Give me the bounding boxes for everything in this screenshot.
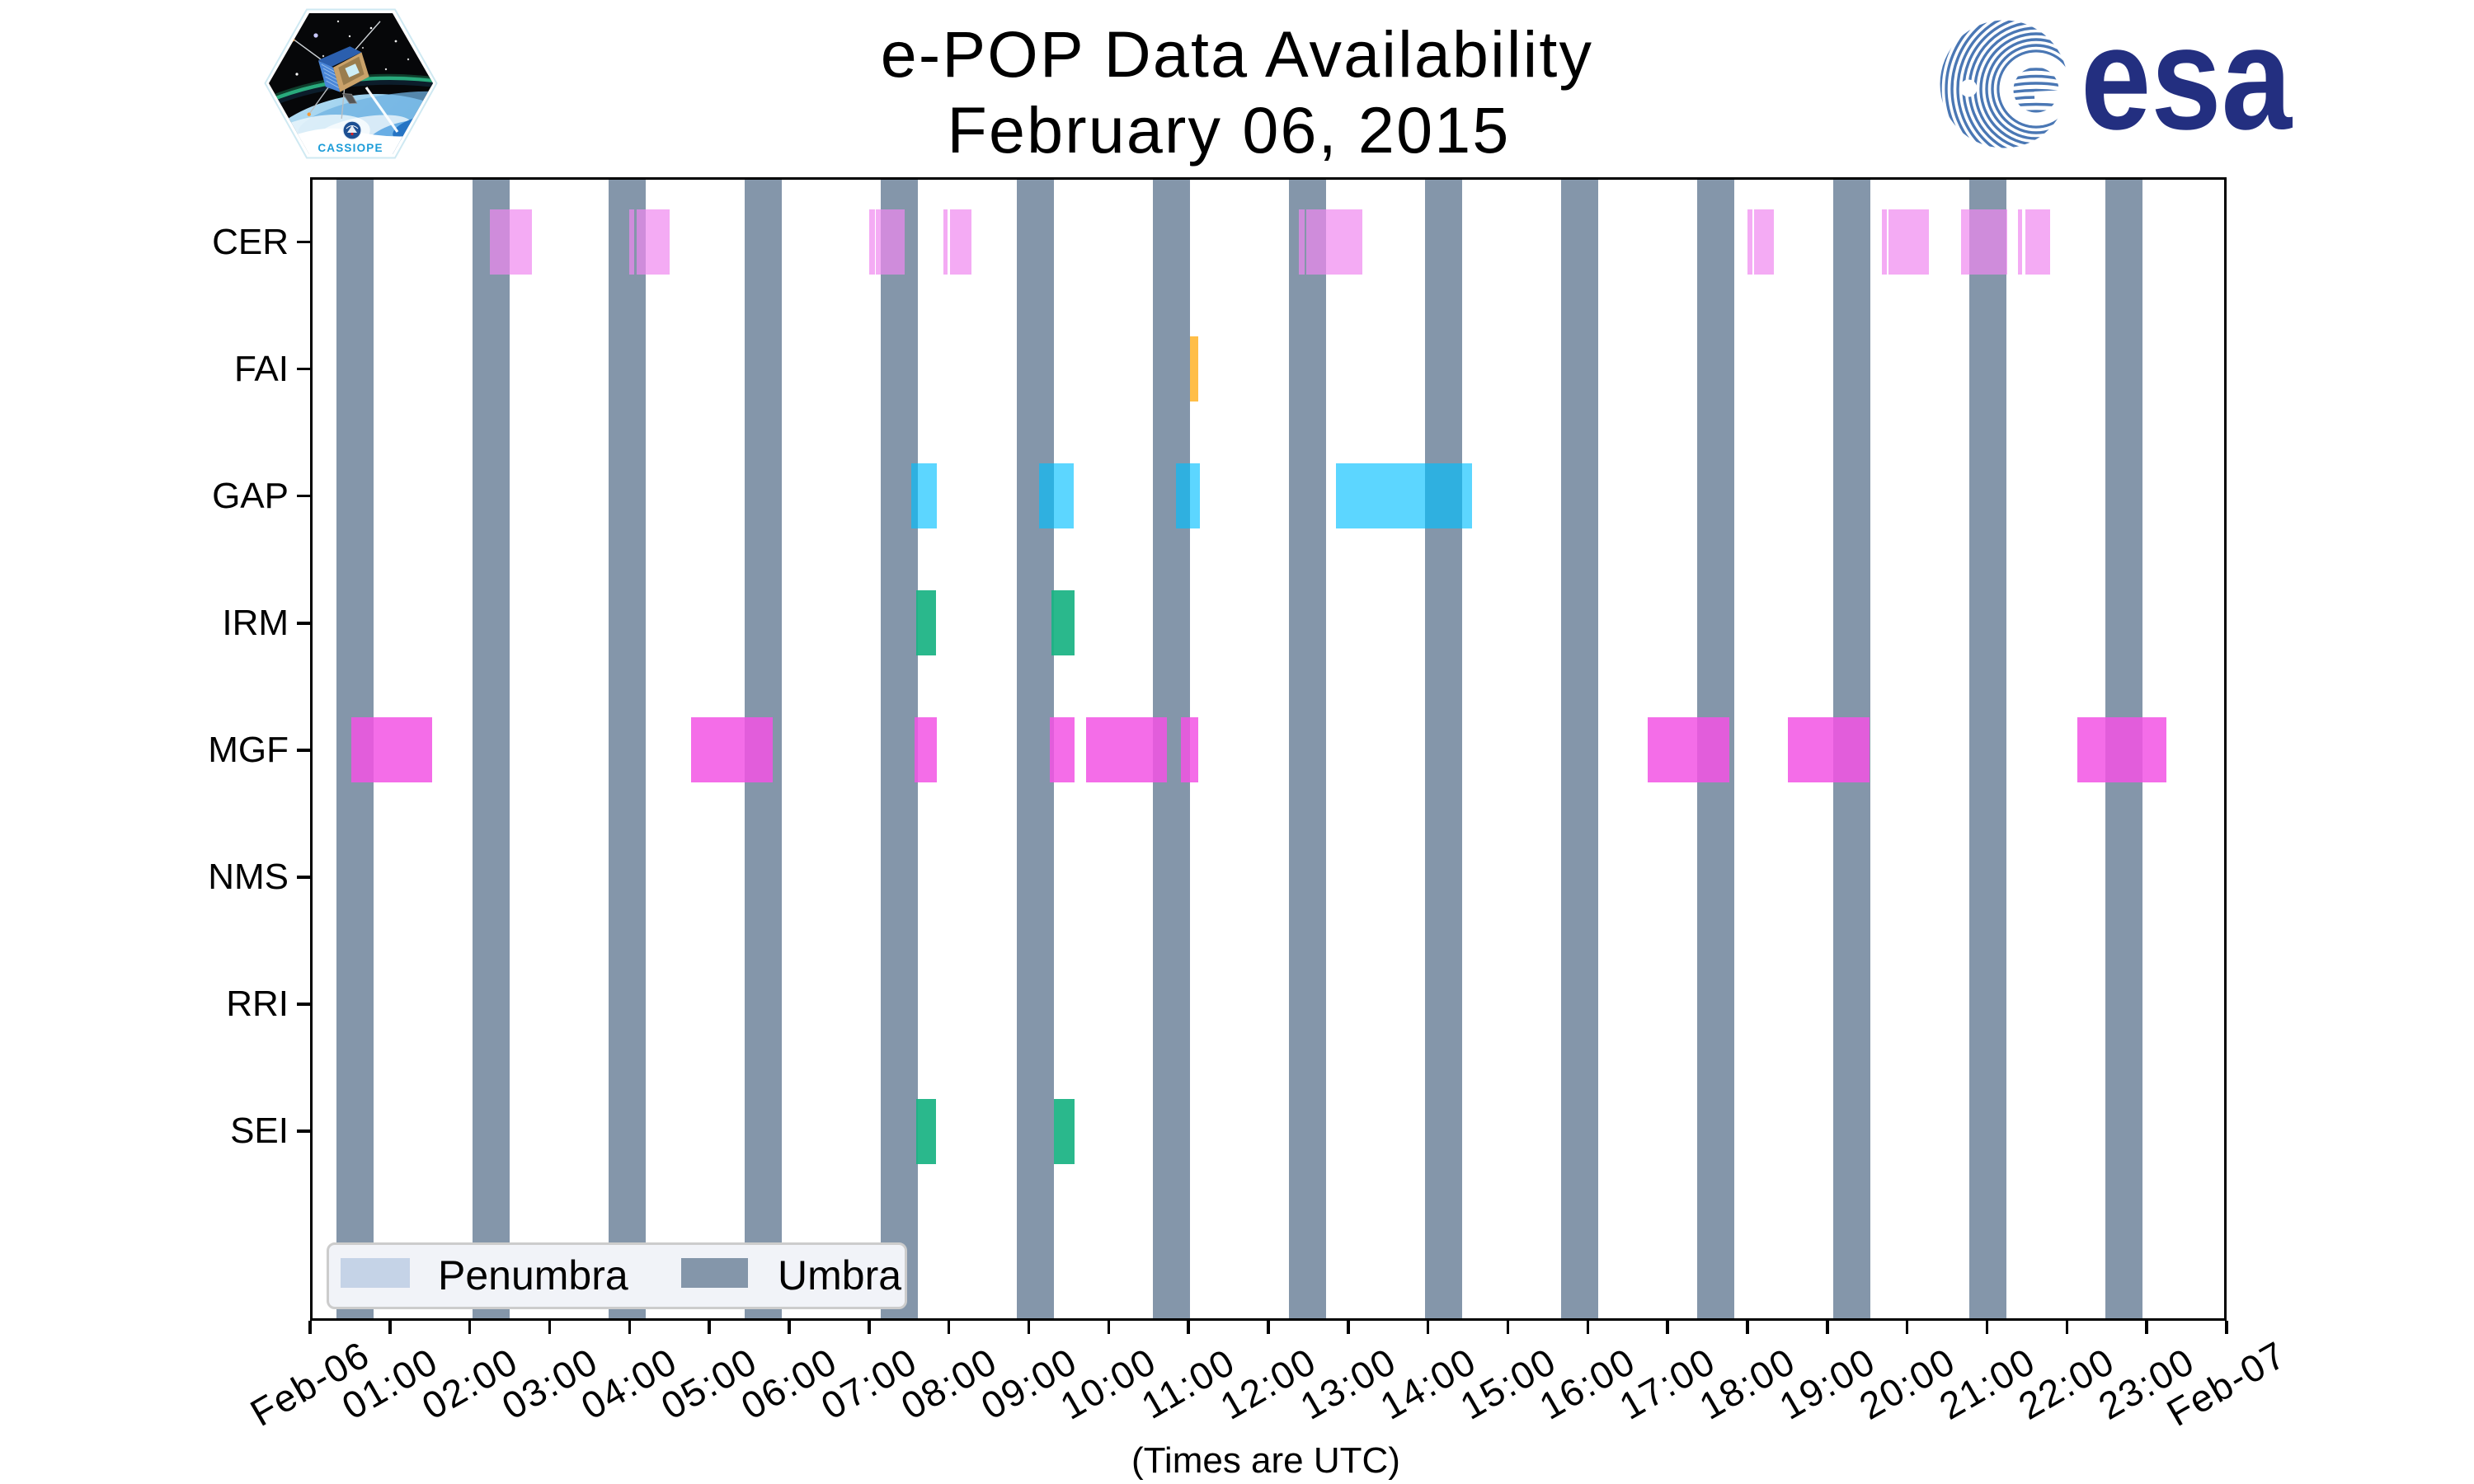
svg-text:CASSIOPE: CASSIOPE xyxy=(317,142,383,154)
svg-text:esa: esa xyxy=(2081,8,2293,157)
